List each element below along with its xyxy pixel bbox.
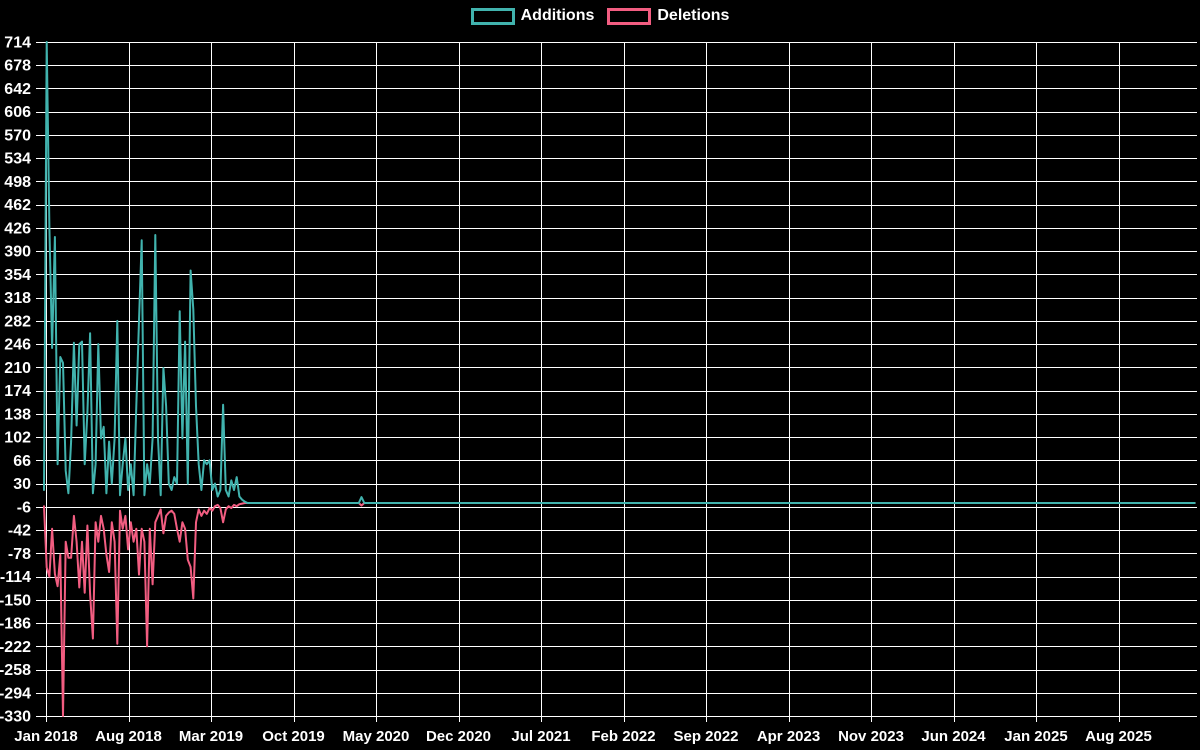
y-tick-label: -330 bbox=[0, 709, 31, 726]
y-tick-label: 282 bbox=[4, 313, 31, 330]
y-tick-label: 66 bbox=[13, 453, 31, 470]
y-tick-label: 714 bbox=[4, 35, 31, 52]
x-tick-label: Jul 2021 bbox=[511, 728, 570, 745]
y-tick-label: 318 bbox=[4, 290, 31, 307]
x-tick-label: Aug 2025 bbox=[1085, 728, 1152, 745]
y-tick-label: -186 bbox=[0, 616, 31, 633]
x-tick-label: Aug 2018 bbox=[95, 728, 162, 745]
y-tick-label: -150 bbox=[0, 592, 31, 609]
additions-line bbox=[43, 41, 1196, 504]
y-tick-label: 210 bbox=[4, 360, 31, 377]
y-tick-label: 138 bbox=[4, 406, 31, 423]
y-tick-label: 462 bbox=[4, 197, 31, 214]
chart-legend: Additions Deletions bbox=[0, 7, 1200, 25]
deletions-legend-label: Deletions bbox=[657, 7, 730, 24]
x-tick-label: Nov 2023 bbox=[838, 728, 904, 745]
y-tick-label: -6 bbox=[17, 499, 31, 516]
y-tick-label: 498 bbox=[4, 174, 31, 191]
x-tick-label: Jun 2024 bbox=[921, 728, 986, 745]
additions-swatch-icon bbox=[470, 7, 515, 25]
y-tick-label: 174 bbox=[4, 383, 31, 400]
y-tick-label: 642 bbox=[4, 81, 31, 98]
x-tick-label: Feb 2022 bbox=[591, 728, 655, 745]
y-tick-label: 678 bbox=[4, 58, 31, 75]
x-tick-label: Apr 2023 bbox=[757, 728, 820, 745]
legend-item-additions[interactable]: Additions bbox=[470, 7, 595, 25]
x-tick-label: Dec 2020 bbox=[426, 728, 491, 745]
x-tick-label: May 2020 bbox=[343, 728, 410, 745]
y-tick-label: 606 bbox=[4, 104, 31, 121]
y-tick-label: -222 bbox=[0, 639, 31, 656]
y-tick-label: 390 bbox=[4, 244, 31, 261]
deletions-swatch-icon bbox=[607, 7, 652, 25]
y-tick-label: -78 bbox=[8, 546, 31, 563]
y-tick-label: 354 bbox=[4, 267, 31, 284]
y-tick-label: -42 bbox=[8, 523, 31, 540]
x-tick-label: Mar 2019 bbox=[179, 728, 243, 745]
additions-legend-label: Additions bbox=[520, 7, 595, 24]
y-tick-label: -294 bbox=[0, 685, 31, 702]
y-tick-label: 534 bbox=[4, 151, 31, 168]
y-tick-label: 426 bbox=[4, 220, 31, 237]
y-tick-label: 570 bbox=[4, 127, 31, 144]
x-tick-label: Jan 2018 bbox=[14, 728, 77, 745]
y-tick-label: 102 bbox=[4, 430, 31, 447]
x-tick-label: Jan 2025 bbox=[1004, 728, 1067, 745]
y-tick-label: -258 bbox=[0, 662, 31, 679]
x-tick-label: Sep 2022 bbox=[673, 728, 738, 745]
y-tick-label: -114 bbox=[0, 569, 31, 586]
x-tick-label: Oct 2019 bbox=[262, 728, 325, 745]
deletions-line bbox=[43, 502, 1196, 717]
legend-item-deletions[interactable]: Deletions bbox=[607, 7, 729, 25]
y-tick-label: 30 bbox=[13, 476, 31, 493]
y-tick-label: 246 bbox=[4, 337, 31, 354]
